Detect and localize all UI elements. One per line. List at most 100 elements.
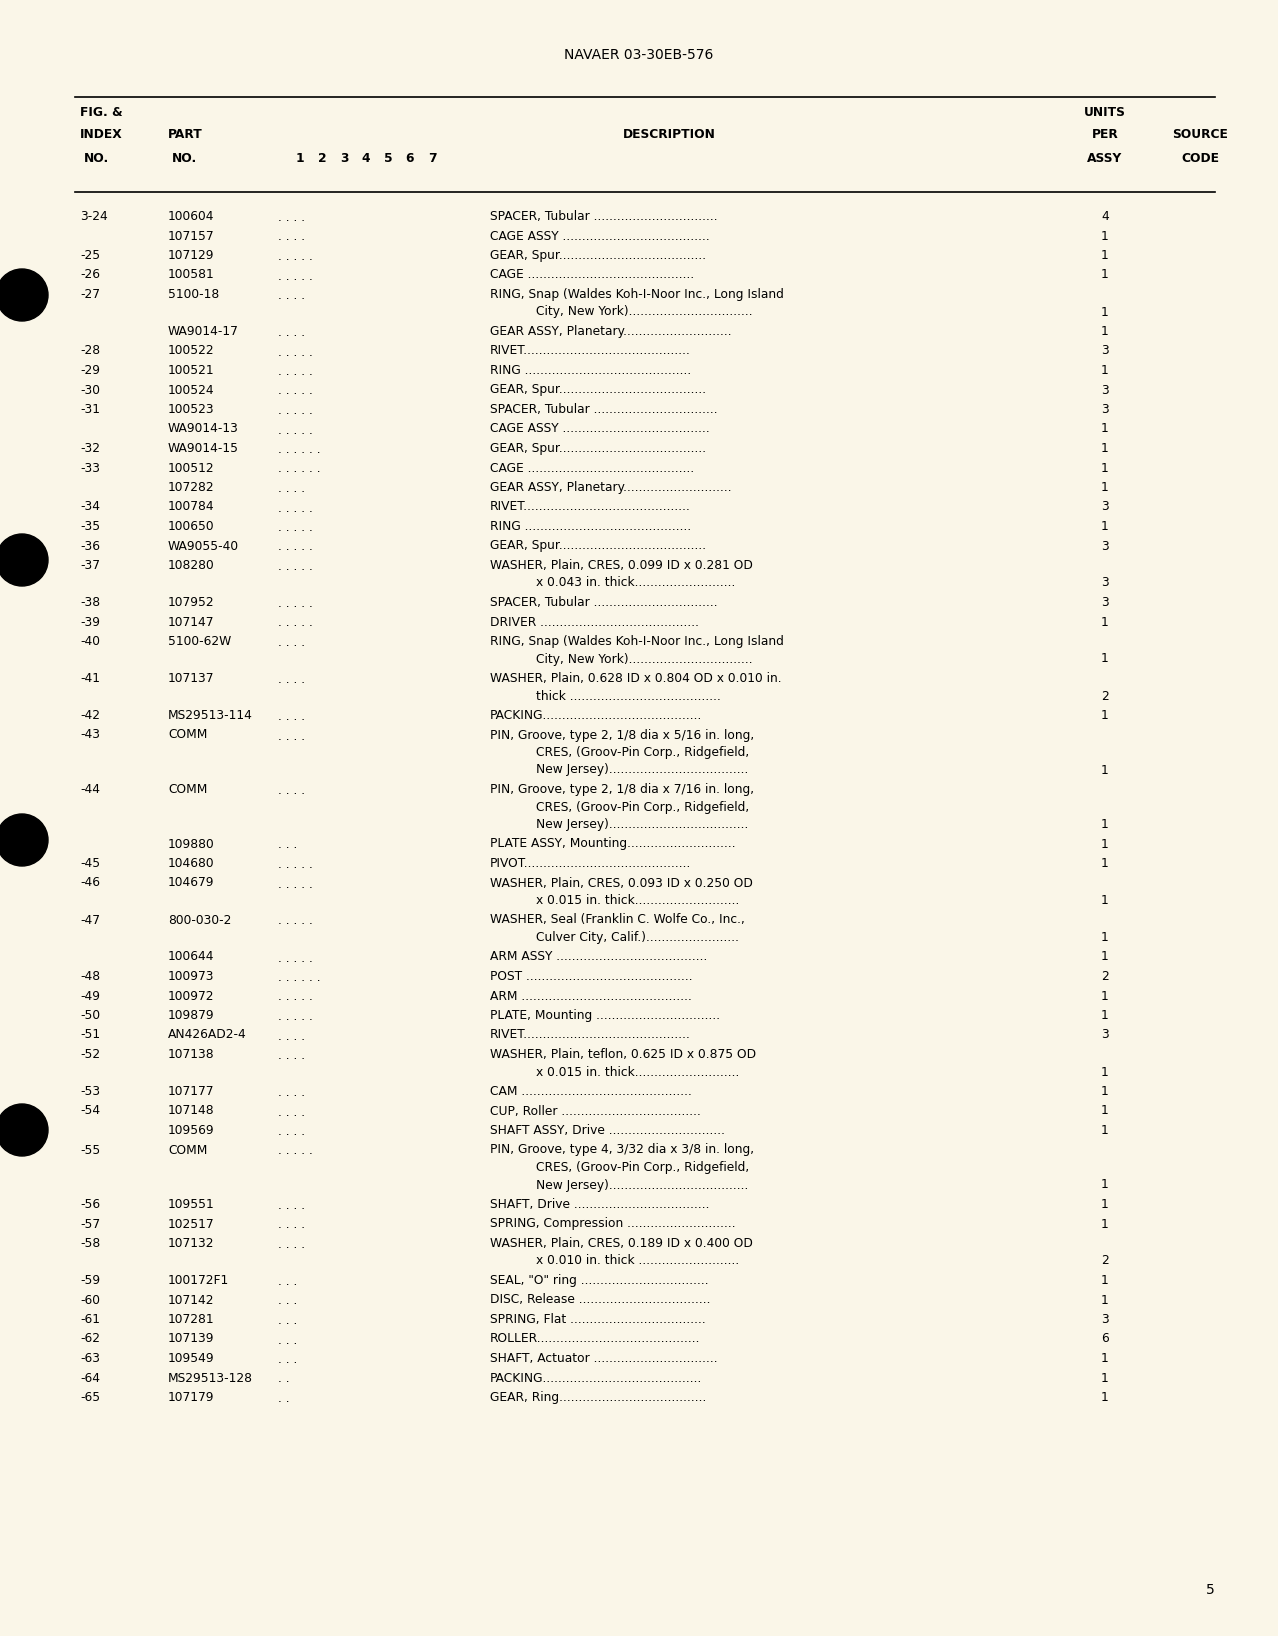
Text: 6: 6: [1102, 1332, 1109, 1345]
Text: 1: 1: [1102, 1294, 1109, 1307]
Text: GEAR, Spur......................................: GEAR, Spur..............................…: [489, 540, 707, 553]
Text: -47: -47: [81, 913, 100, 926]
Text: x 0.015 in. thick...........................: x 0.015 in. thick.......................…: [505, 893, 740, 906]
Text: -53: -53: [81, 1085, 100, 1098]
Text: 108280: 108280: [167, 560, 215, 573]
Text: . . . .: . . . .: [279, 1219, 305, 1232]
Text: 1: 1: [1102, 481, 1109, 494]
Text: 3: 3: [1102, 1314, 1109, 1327]
Text: . . . . .: . . . . .: [279, 857, 313, 870]
Text: 100512: 100512: [167, 461, 215, 474]
Text: SHAFT, Drive ...................................: SHAFT, Drive ...........................…: [489, 1198, 709, 1211]
Text: 1: 1: [1102, 1124, 1109, 1137]
Circle shape: [0, 268, 49, 321]
Text: -46: -46: [81, 877, 100, 890]
Text: -30: -30: [81, 383, 100, 396]
Text: 1: 1: [1102, 1198, 1109, 1211]
Text: . . . . .: . . . . .: [279, 520, 313, 533]
Text: -64: -64: [81, 1371, 100, 1384]
Text: x 0.010 in. thick ..........................: x 0.010 in. thick ......................…: [505, 1255, 739, 1268]
Circle shape: [0, 533, 49, 586]
Text: -63: -63: [81, 1351, 100, 1364]
Text: 107179: 107179: [167, 1391, 215, 1404]
Text: 5: 5: [1206, 1584, 1215, 1597]
Text: PLATE, Mounting ................................: PLATE, Mounting ........................…: [489, 1009, 720, 1022]
Text: Culver City, Calif.)........................: Culver City, Calif.)....................…: [505, 931, 739, 944]
Text: . . . . . .: . . . . . .: [279, 463, 321, 476]
Text: 100604: 100604: [167, 209, 215, 222]
Text: -65: -65: [81, 1391, 100, 1404]
Text: . . .: . . .: [279, 839, 298, 851]
Text: New Jersey)....................................: New Jersey).............................…: [505, 818, 749, 831]
Text: -36: -36: [81, 540, 100, 553]
Text: WA9014-17: WA9014-17: [167, 326, 239, 339]
Text: . . . .: . . . .: [279, 710, 305, 723]
Text: PIVOT...........................................: PIVOT...................................…: [489, 857, 691, 870]
Text: -49: -49: [81, 990, 100, 1003]
Text: thick .......................................: thick ..................................…: [505, 689, 721, 702]
Text: . . . .: . . . .: [279, 290, 305, 303]
Text: 109569: 109569: [167, 1124, 215, 1137]
Text: 1: 1: [1102, 229, 1109, 242]
Text: WASHER, Plain, teflon, 0.625 ID x 0.875 OD: WASHER, Plain, teflon, 0.625 ID x 0.875 …: [489, 1049, 757, 1062]
Text: PIN, Groove, type 4, 3/32 dia x 3/8 in. long,: PIN, Groove, type 4, 3/32 dia x 3/8 in. …: [489, 1144, 754, 1157]
Text: GEAR ASSY, Planetary............................: GEAR ASSY, Planetary....................…: [489, 326, 731, 339]
Text: . . . .: . . . .: [279, 211, 305, 224]
Text: . . . .: . . . .: [279, 1106, 305, 1119]
Text: -42: -42: [81, 708, 100, 721]
Text: -51: -51: [81, 1029, 100, 1042]
Text: PER: PER: [1091, 129, 1118, 141]
Text: 1: 1: [1102, 1274, 1109, 1288]
Text: 1: 1: [1102, 268, 1109, 281]
Text: 1: 1: [1102, 1391, 1109, 1404]
Text: ARM ASSY .......................................: ARM ASSY ...............................…: [489, 951, 708, 964]
Text: 3: 3: [1102, 345, 1109, 358]
Text: . . . . . .: . . . . . .: [279, 972, 321, 983]
Text: 5100-62W: 5100-62W: [167, 635, 231, 648]
Text: CRES, (Groov-Pin Corp., Ridgefield,: CRES, (Groov-Pin Corp., Ridgefield,: [505, 1162, 749, 1175]
Text: -58: -58: [81, 1237, 100, 1250]
Text: CAM ............................................: CAM ....................................…: [489, 1085, 691, 1098]
Text: 2: 2: [318, 152, 326, 165]
Text: -50: -50: [81, 1009, 100, 1022]
Text: 5: 5: [383, 152, 392, 165]
Text: WASHER, Plain, 0.628 ID x 0.804 OD x 0.010 in.: WASHER, Plain, 0.628 ID x 0.804 OD x 0.0…: [489, 672, 782, 685]
Text: DESCRIPTION: DESCRIPTION: [622, 129, 716, 141]
Text: RING ...........................................: RING ...................................…: [489, 520, 691, 533]
Text: PACKING.........................................: PACKING.................................…: [489, 708, 703, 721]
Text: WASHER, Plain, CRES, 0.099 ID x 0.281 OD: WASHER, Plain, CRES, 0.099 ID x 0.281 OD: [489, 560, 753, 573]
Text: 5100-18: 5100-18: [167, 288, 220, 301]
Text: 7: 7: [428, 152, 436, 165]
Text: 1: 1: [1102, 764, 1109, 777]
Text: 1: 1: [1102, 306, 1109, 319]
Text: 107132: 107132: [167, 1237, 215, 1250]
Text: -54: -54: [81, 1104, 100, 1117]
Text: ARM ............................................: ARM ....................................…: [489, 990, 691, 1003]
Text: 100523: 100523: [167, 402, 215, 416]
Text: RIVET...........................................: RIVET...................................…: [489, 1029, 691, 1042]
Text: WASHER, Plain, CRES, 0.189 ID x 0.400 OD: WASHER, Plain, CRES, 0.189 ID x 0.400 OD: [489, 1237, 753, 1250]
Text: DISC, Release ..................................: DISC, Release ..........................…: [489, 1294, 711, 1307]
Text: . . . . .: . . . . .: [279, 270, 313, 283]
Text: x 0.043 in. thick..........................: x 0.043 in. thick.......................…: [505, 576, 735, 589]
Text: 109551: 109551: [167, 1198, 215, 1211]
Text: . . . .: . . . .: [279, 672, 305, 685]
Text: 3: 3: [1102, 501, 1109, 514]
Text: WA9055-40: WA9055-40: [167, 540, 239, 553]
Text: 1: 1: [1102, 1085, 1109, 1098]
Text: 6: 6: [405, 152, 414, 165]
Text: GEAR ASSY, Planetary............................: GEAR ASSY, Planetary....................…: [489, 481, 731, 494]
Text: -28: -28: [81, 345, 100, 358]
Text: 1: 1: [1102, 363, 1109, 376]
Text: 100784: 100784: [167, 501, 215, 514]
Text: . . . .: . . . .: [279, 1199, 305, 1212]
Text: . . .: . . .: [279, 1274, 298, 1288]
Text: NO.: NO.: [84, 152, 109, 165]
Text: 1: 1: [1102, 615, 1109, 628]
Text: -25: -25: [81, 249, 100, 262]
Text: WASHER, Plain, CRES, 0.093 ID x 0.250 OD: WASHER, Plain, CRES, 0.093 ID x 0.250 OD: [489, 877, 753, 890]
Text: 1: 1: [1102, 951, 1109, 964]
Text: CAGE ASSY ......................................: CAGE ASSY ..............................…: [489, 229, 709, 242]
Text: AN426AD2-4: AN426AD2-4: [167, 1029, 247, 1042]
Text: -37: -37: [81, 560, 100, 573]
